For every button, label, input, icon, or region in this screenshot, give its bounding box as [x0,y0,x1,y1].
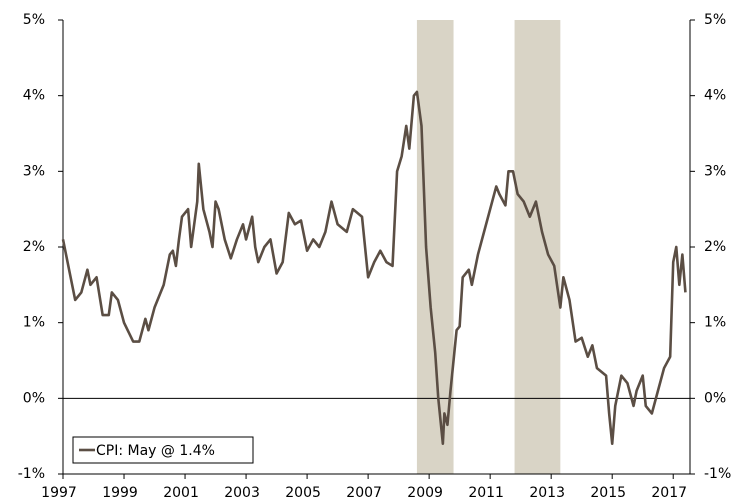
x-tick-label: 2011 [468,485,504,501]
y2-tick-label: 2% [704,239,726,255]
x-tick-label: 2001 [163,485,199,501]
y-tick-label: 4% [23,88,45,104]
x-tick-label: 2013 [529,485,565,501]
y2-tick-label: 0% [704,390,726,406]
x-tick-label: 2015 [590,485,626,501]
x-tick-label: 2003 [224,485,260,501]
y-tick-label: 3% [23,163,45,179]
y-tick-label: 0% [23,390,45,406]
legend-label: CPI: May @ 1.4% [96,443,215,459]
y2-tick-label: 3% [704,163,726,179]
y2-tick-label: 4% [704,88,726,104]
x-tick-label: 2005 [285,485,321,501]
x-tick-label: 1997 [41,485,77,501]
x-tick-label: 2007 [346,485,382,501]
legend-box [72,436,254,464]
legend: CPI: May @ 1.4% [72,436,254,464]
cpi-line [61,90,687,446]
y-tick-label: -1% [18,466,45,482]
y-tick-label: 5% [23,12,45,28]
y-tick-label: 1% [23,315,45,331]
y2-tick-label: -1% [704,466,731,482]
y-tick-label: 2% [23,239,45,255]
y2-tick-label: 1% [704,315,726,331]
x-tick-label: 2009 [407,485,443,501]
x-tick-label: 2017 [651,485,687,501]
x-tick-label: 1999 [102,485,138,501]
y2-tick-label: 5% [704,12,726,28]
shaded-period [514,20,561,474]
